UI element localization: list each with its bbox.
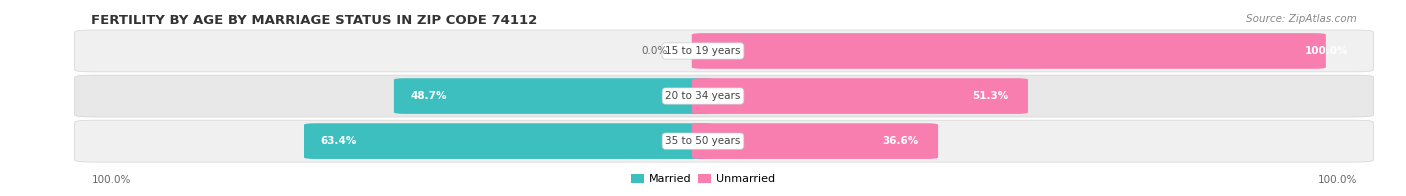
FancyBboxPatch shape: [304, 123, 714, 159]
FancyBboxPatch shape: [692, 78, 1028, 114]
Legend: Married, Unmarried: Married, Unmarried: [627, 169, 779, 189]
Text: 15 to 19 years: 15 to 19 years: [665, 46, 741, 56]
FancyBboxPatch shape: [75, 120, 1374, 162]
Text: 51.3%: 51.3%: [972, 91, 1008, 101]
Text: 48.7%: 48.7%: [411, 91, 447, 101]
Text: 36.6%: 36.6%: [882, 136, 918, 146]
Text: 0.0%: 0.0%: [641, 46, 668, 56]
Text: 35 to 50 years: 35 to 50 years: [665, 136, 741, 146]
Text: 100.0%: 100.0%: [91, 175, 131, 185]
Text: 63.4%: 63.4%: [321, 136, 357, 146]
Text: 100.0%: 100.0%: [1305, 46, 1348, 56]
Text: Source: ZipAtlas.com: Source: ZipAtlas.com: [1246, 14, 1357, 24]
Text: 20 to 34 years: 20 to 34 years: [665, 91, 741, 101]
FancyBboxPatch shape: [692, 123, 938, 159]
FancyBboxPatch shape: [692, 33, 1326, 69]
FancyBboxPatch shape: [75, 30, 1374, 72]
FancyBboxPatch shape: [75, 75, 1374, 117]
Text: FERTILITY BY AGE BY MARRIAGE STATUS IN ZIP CODE 74112: FERTILITY BY AGE BY MARRIAGE STATUS IN Z…: [91, 14, 537, 27]
FancyBboxPatch shape: [394, 78, 714, 114]
Text: 100.0%: 100.0%: [1317, 175, 1357, 185]
